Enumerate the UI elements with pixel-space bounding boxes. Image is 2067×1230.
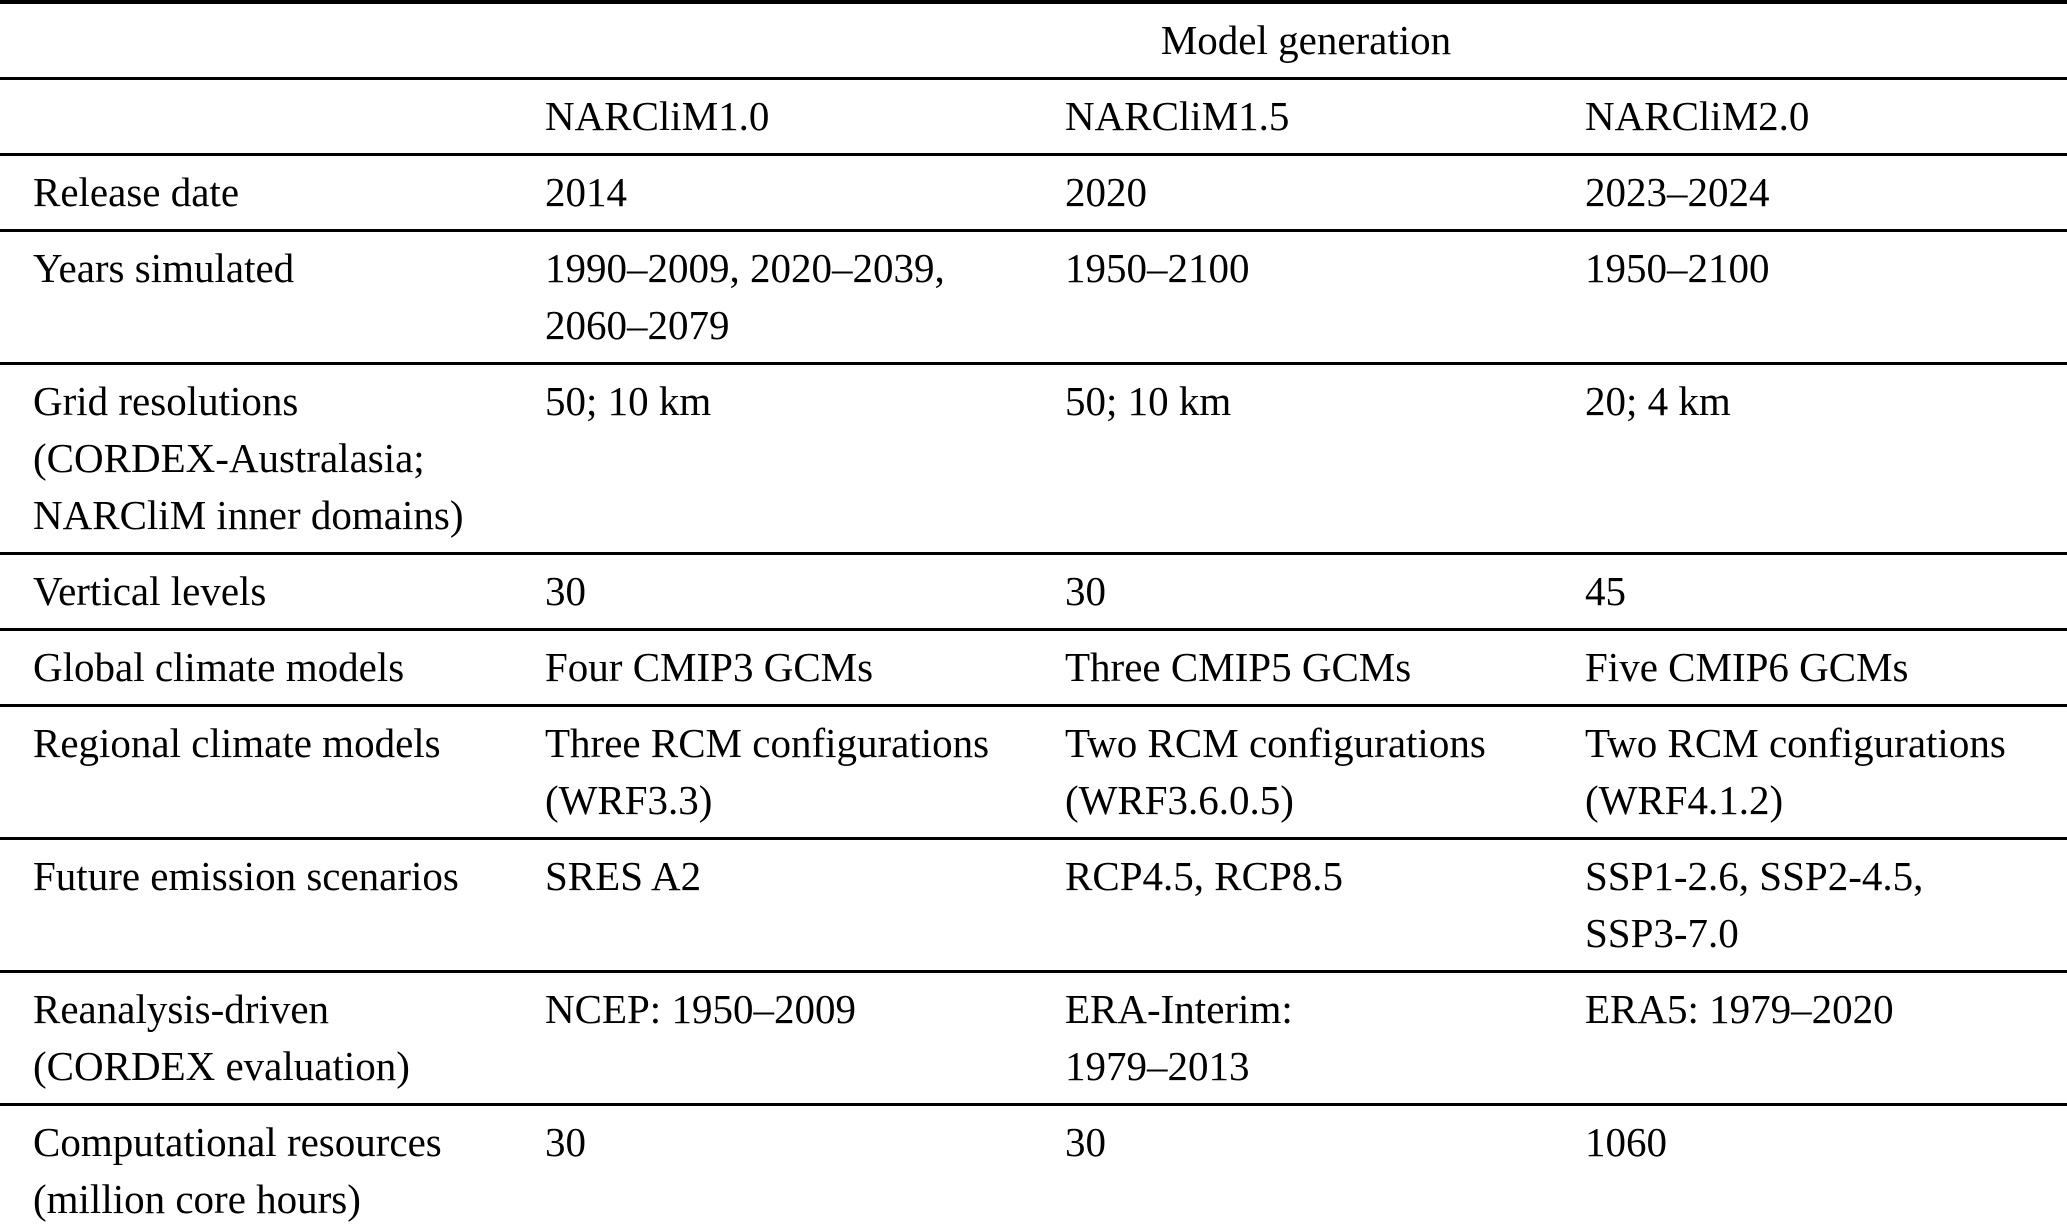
table-cell: 30 [545, 1119, 586, 1165]
table-cell: 30 [1065, 1119, 1106, 1165]
table-cell: Four CMIP3 GCMs [545, 644, 874, 690]
row-label: Reanalysis-driven (CORDEX evaluation) [33, 986, 410, 1089]
table-row: Vertical levels 30 30 45 [0, 553, 2067, 630]
table-cell: 30 [545, 568, 586, 614]
row-label: Global climate models [33, 644, 405, 690]
table-cell: 20; 4 km [1585, 378, 1731, 424]
row-label: Future emission scenarios [33, 853, 459, 899]
table-cell: Two RCM configurations (WRF3.6.0.5) [1065, 720, 1486, 823]
table-row: Future emission scenarios SRES A2 RCP4.5, … [0, 838, 2067, 972]
table-cell: 2014 [545, 169, 627, 215]
table-cell: Three CMIP5 GCMs [1065, 644, 1412, 690]
table-cell: Five CMIP6 GCMs [1585, 644, 1909, 690]
table-cell: SSP1-2.6, SSP2-4.5, SSP3-7.0 [1585, 853, 1924, 956]
table-row: Years simulated 1990–2009, 2020–2039, 2060… [0, 230, 2067, 364]
table-cell: 1950–2100 [1585, 245, 1770, 291]
column-header-narclim1-5: NARCliM1.5 [1065, 93, 1290, 139]
table-row: Global climate models Four CMIP3 GCMs Thre… [0, 629, 2067, 706]
table-cell: 2020 [1065, 169, 1147, 215]
row-label: Release date [33, 169, 240, 215]
table-cell: SRES A2 [545, 853, 702, 899]
table-row: Reanalysis-driven (CORDEX evaluation) NCEP… [0, 971, 2067, 1105]
row-label: Vertical levels [33, 568, 267, 614]
column-header-narclim2-0: NARCliM2.0 [1585, 93, 1810, 139]
column-header-row: NARCliM1.0 NARCliM1.5 NARCliM2.0 [0, 78, 2067, 155]
table-title-row: Model generation [0, 2, 2067, 79]
table-row: Release date 2014 2020 2023–2024 [0, 154, 2067, 231]
table-cell: 50; 10 km [1065, 378, 1232, 424]
table-cell: 2023–2024 [1585, 169, 1770, 215]
table-cell: 50; 10 km [545, 378, 712, 424]
header-row-spacer [0, 79, 545, 155]
table-cell: 1990–2009, 2020–2039, 2060–2079 [545, 245, 945, 348]
row-label: Computational resources (million core hou… [33, 1119, 442, 1222]
table-cell: 1950–2100 [1065, 245, 1250, 291]
title-row-spacer [0, 2, 545, 79]
table-row: Regional climate models Three RCM configu… [0, 705, 2067, 839]
table-cell: Three RCM configurations (WRF3.3) [545, 720, 990, 823]
row-label: Regional climate models [33, 720, 441, 766]
table-cell: 45 [1585, 568, 1626, 614]
table-body: Release date 2014 2020 2023–2024 Years simul… [0, 154, 2067, 1230]
table-row: Grid resolutions (CORDEX-Australasia; NARC… [0, 363, 2067, 554]
table-cell: 30 [1065, 568, 1106, 614]
row-label: Years simulated [33, 245, 295, 291]
row-label: Grid resolutions (CORDEX-Australasia; NARC… [33, 378, 464, 538]
table-row: Computational resources (million core hou… [0, 1104, 2067, 1230]
table-cell: ERA-Interim: 1979–2013 [1065, 986, 1293, 1089]
table-cell: Two RCM configurations (WRF4.1.2) [1585, 720, 2006, 823]
table-title: Model generation [1160, 17, 1452, 63]
table-cell: 1060 [1585, 1119, 1667, 1165]
table-cell: NCEP: 1950–2009 [545, 986, 856, 1032]
column-header-narclim1-0: NARCliM1.0 [545, 93, 770, 139]
table-cell: RCP4.5, RCP8.5 [1065, 853, 1343, 899]
table-cell: ERA5: 1979–2020 [1585, 986, 1894, 1032]
